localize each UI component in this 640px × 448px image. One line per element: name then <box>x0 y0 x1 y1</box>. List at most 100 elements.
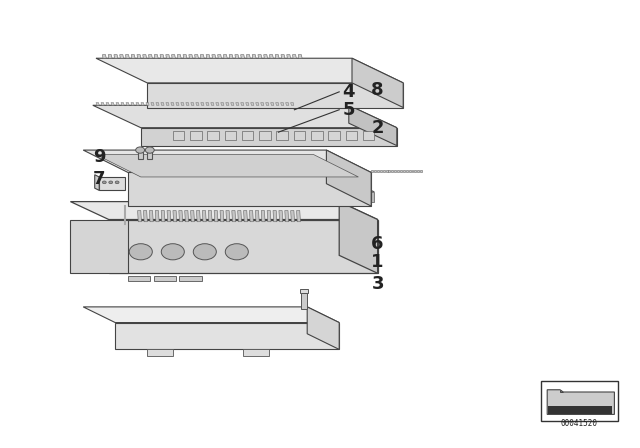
Bar <box>541 381 618 421</box>
Polygon shape <box>216 103 219 105</box>
Polygon shape <box>250 211 253 222</box>
Polygon shape <box>141 103 144 105</box>
Polygon shape <box>397 170 399 172</box>
Polygon shape <box>147 152 152 159</box>
Polygon shape <box>353 192 357 202</box>
Polygon shape <box>102 55 106 58</box>
Text: 6: 6 <box>371 235 384 253</box>
Polygon shape <box>255 186 271 192</box>
Polygon shape <box>171 103 174 105</box>
Polygon shape <box>336 186 351 192</box>
Polygon shape <box>292 55 296 58</box>
Polygon shape <box>255 192 259 202</box>
Polygon shape <box>252 55 256 58</box>
Polygon shape <box>285 103 289 105</box>
Polygon shape <box>151 103 154 105</box>
Circle shape <box>225 244 248 260</box>
Polygon shape <box>166 55 170 58</box>
Polygon shape <box>96 155 358 177</box>
Polygon shape <box>278 192 282 202</box>
Polygon shape <box>251 103 254 105</box>
Polygon shape <box>93 105 397 128</box>
Polygon shape <box>330 186 346 192</box>
Polygon shape <box>202 211 206 222</box>
Polygon shape <box>266 103 269 105</box>
Polygon shape <box>225 131 236 140</box>
Polygon shape <box>138 152 143 159</box>
Polygon shape <box>406 170 408 172</box>
Polygon shape <box>96 58 403 83</box>
Text: 8: 8 <box>371 81 384 99</box>
Polygon shape <box>261 186 276 192</box>
Polygon shape <box>196 211 200 222</box>
Text: 1: 1 <box>371 253 384 271</box>
Polygon shape <box>223 55 227 58</box>
Polygon shape <box>276 103 279 105</box>
Polygon shape <box>267 186 282 192</box>
Polygon shape <box>128 172 371 206</box>
Polygon shape <box>388 170 390 172</box>
Polygon shape <box>336 192 340 202</box>
Polygon shape <box>99 177 125 190</box>
Polygon shape <box>183 55 187 58</box>
Text: 2: 2 <box>371 119 384 137</box>
Polygon shape <box>111 103 114 105</box>
Polygon shape <box>108 55 112 58</box>
Text: 5: 5 <box>342 101 355 119</box>
Circle shape <box>102 181 106 184</box>
Polygon shape <box>196 103 199 105</box>
Polygon shape <box>409 170 411 172</box>
Circle shape <box>115 181 119 184</box>
Polygon shape <box>241 103 244 105</box>
Polygon shape <box>353 186 369 192</box>
Polygon shape <box>313 186 328 192</box>
Polygon shape <box>149 211 153 222</box>
Polygon shape <box>83 150 371 172</box>
Polygon shape <box>415 170 417 172</box>
Polygon shape <box>195 55 198 58</box>
Polygon shape <box>141 128 397 146</box>
Polygon shape <box>290 192 294 202</box>
Polygon shape <box>211 103 214 105</box>
Polygon shape <box>243 349 269 356</box>
Polygon shape <box>189 55 193 58</box>
Polygon shape <box>319 192 323 202</box>
Polygon shape <box>186 103 189 105</box>
Polygon shape <box>326 150 371 206</box>
Polygon shape <box>166 103 169 105</box>
Polygon shape <box>365 192 369 202</box>
Polygon shape <box>191 103 194 105</box>
Polygon shape <box>264 55 268 58</box>
Polygon shape <box>220 211 224 222</box>
Text: 00041520: 00041520 <box>561 419 598 428</box>
Polygon shape <box>298 55 302 58</box>
Polygon shape <box>214 211 218 222</box>
Polygon shape <box>96 103 99 105</box>
Polygon shape <box>206 103 209 105</box>
Polygon shape <box>371 192 374 202</box>
Polygon shape <box>250 192 253 202</box>
Polygon shape <box>246 55 250 58</box>
Polygon shape <box>161 103 164 105</box>
Polygon shape <box>156 103 159 105</box>
Polygon shape <box>560 390 563 392</box>
Polygon shape <box>229 55 233 58</box>
Polygon shape <box>235 55 239 58</box>
Polygon shape <box>300 289 308 293</box>
Polygon shape <box>106 103 109 105</box>
Polygon shape <box>258 55 262 58</box>
Polygon shape <box>394 170 396 172</box>
Polygon shape <box>307 307 339 349</box>
Polygon shape <box>181 103 184 105</box>
Polygon shape <box>212 55 216 58</box>
Polygon shape <box>231 103 234 105</box>
Polygon shape <box>420 170 422 172</box>
Polygon shape <box>201 103 204 105</box>
Polygon shape <box>324 186 340 192</box>
Polygon shape <box>115 323 339 349</box>
Polygon shape <box>121 103 124 105</box>
Polygon shape <box>226 103 229 105</box>
Polygon shape <box>172 55 175 58</box>
Text: 9: 9 <box>93 148 106 166</box>
Polygon shape <box>311 131 323 140</box>
